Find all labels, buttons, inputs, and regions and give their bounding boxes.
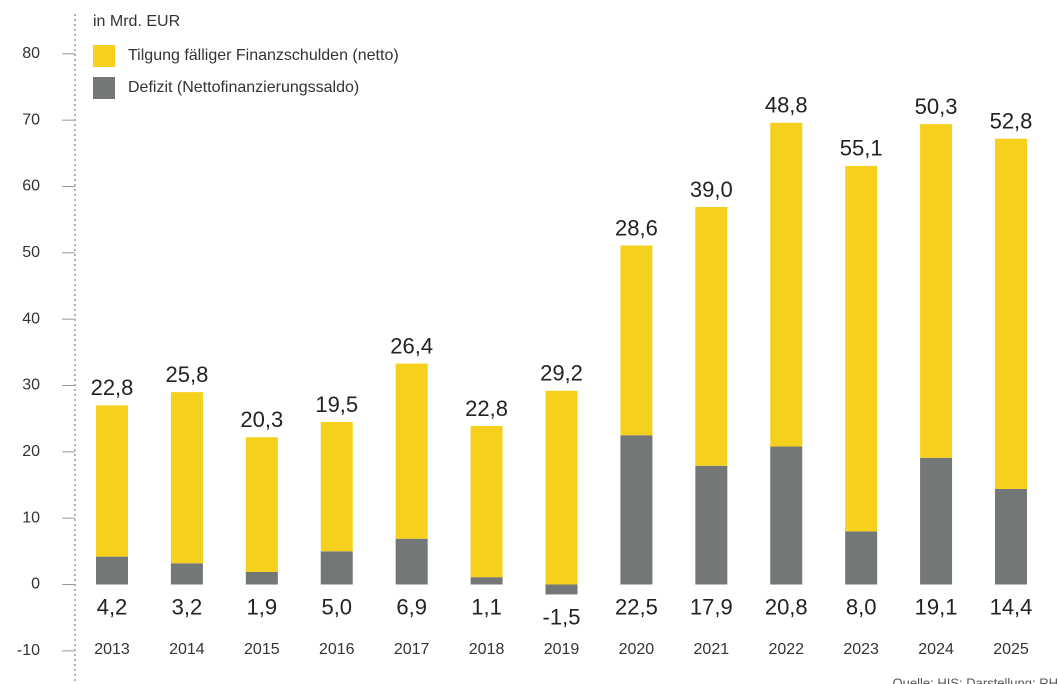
y-tick-label: 10 — [22, 509, 40, 526]
bar-segment — [620, 245, 653, 436]
legend-label: Defizit (Nettofinanzierungssaldo) — [128, 79, 359, 96]
unit-label: in Mrd. EUR — [93, 13, 180, 30]
bar-segment — [845, 165, 878, 532]
bar-segment — [96, 556, 128, 585]
value-label: 6,9 — [396, 594, 427, 619]
bar-segment — [170, 563, 203, 585]
x-tick-label: 2016 — [319, 641, 355, 658]
value-label: 20,3 — [240, 407, 283, 432]
bar-segment — [320, 551, 353, 585]
y-tick-label: 30 — [22, 377, 40, 394]
value-label: 26,4 — [390, 333, 433, 358]
legend-label: Tilgung fälliger Finanzschulden (netto) — [128, 47, 399, 64]
x-tick-label: 2024 — [918, 641, 954, 658]
value-label: 3,2 — [172, 594, 203, 619]
bar-segment — [395, 538, 428, 585]
bar-segment — [470, 425, 503, 578]
y-tick-label: 40 — [22, 310, 40, 327]
source: Quelle: HIS; Darstellung: RH — [893, 675, 1058, 684]
x-tick-label: 2017 — [394, 641, 430, 658]
value-label: 19,1 — [915, 594, 958, 619]
y-tick-label: 0 — [31, 576, 40, 593]
x-tick-label: 2020 — [619, 641, 655, 658]
x-tick-label: 2015 — [244, 641, 280, 658]
value-label: 8,0 — [846, 594, 877, 619]
bar-segment — [170, 392, 203, 564]
y-tick-label: -10 — [17, 642, 40, 659]
bar-segment — [770, 122, 803, 447]
x-tick-label: 2022 — [768, 641, 804, 658]
value-label: 14,4 — [990, 594, 1033, 619]
value-label: 22,5 — [615, 594, 658, 619]
value-label: 48,8 — [765, 93, 808, 118]
bar-segment — [320, 421, 353, 552]
value-label: 4,2 — [97, 594, 128, 619]
bar-segment — [920, 457, 953, 585]
value-label: 17,9 — [690, 594, 733, 619]
x-tick-label: 2018 — [469, 641, 505, 658]
value-label: 50,3 — [915, 94, 958, 119]
y-tick-label: 20 — [22, 443, 40, 460]
legend-swatch — [93, 77, 115, 99]
y-tick-label: 70 — [22, 111, 40, 128]
value-label: 1,9 — [247, 594, 278, 619]
value-label: -1,5 — [543, 604, 581, 629]
bar-segment — [920, 124, 953, 458]
bar-segment — [695, 207, 728, 466]
value-label: 5,0 — [321, 594, 352, 619]
value-label: 29,2 — [540, 361, 583, 386]
x-tick-label: 2025 — [993, 641, 1029, 658]
value-label: 52,8 — [990, 109, 1033, 134]
y-tick-label: 80 — [22, 45, 40, 62]
value-label: 39,0 — [690, 177, 733, 202]
bar-segment — [545, 584, 578, 595]
bar-segment — [96, 405, 128, 557]
value-label: 22,8 — [465, 396, 508, 421]
x-tick-label: 2021 — [694, 641, 730, 658]
bar-segment — [995, 138, 1027, 489]
bar-segment — [845, 531, 878, 585]
bar-segment — [245, 571, 278, 585]
y-tick-label: 50 — [22, 244, 40, 261]
bar-segment — [245, 437, 278, 572]
value-label: 22,8 — [91, 375, 134, 400]
value-label: 19,5 — [315, 392, 358, 417]
bar-segment — [395, 363, 428, 539]
bar-segment — [545, 390, 578, 585]
value-label: 20,8 — [765, 594, 808, 619]
x-tick-label: 2014 — [169, 641, 205, 658]
bar-segment — [695, 465, 728, 585]
x-tick-label: 2023 — [843, 641, 879, 658]
value-label: 28,6 — [615, 215, 658, 240]
x-tick-label: 2019 — [544, 641, 580, 658]
value-label: 25,8 — [166, 362, 209, 387]
bar-segment — [470, 577, 503, 585]
x-tick-label: 2013 — [94, 641, 130, 658]
bar-segment — [995, 488, 1027, 585]
bar-segment — [770, 446, 803, 585]
value-label: 55,1 — [840, 136, 883, 161]
legend-swatch — [93, 45, 115, 67]
bar-segment — [620, 435, 653, 585]
y-tick-label: 60 — [22, 178, 40, 195]
value-label: 1,1 — [471, 594, 502, 619]
